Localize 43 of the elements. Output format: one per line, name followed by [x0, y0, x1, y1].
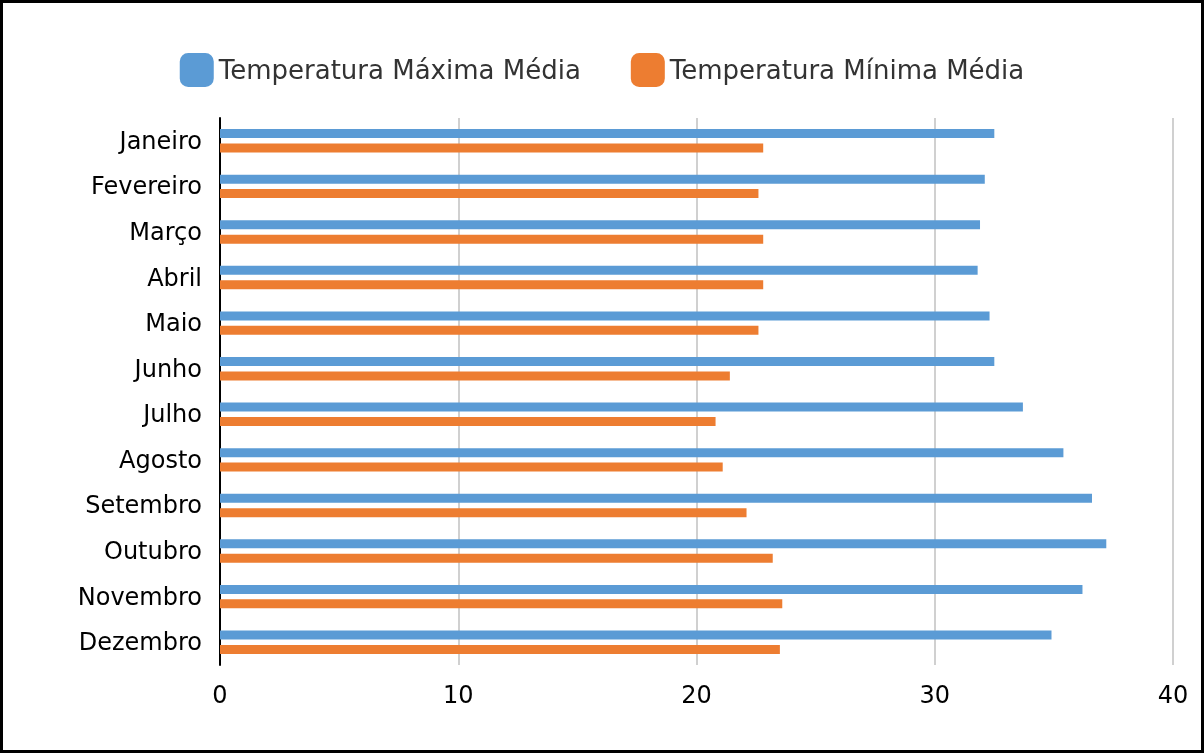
bar — [220, 462, 723, 472]
y-tick-label: Abril — [147, 263, 202, 292]
bar — [220, 644, 780, 654]
bar — [220, 311, 990, 321]
y-tick-label: Agosto — [119, 445, 202, 474]
bar — [220, 402, 1023, 412]
x-tick-label: 0 — [212, 681, 228, 709]
bar — [220, 357, 995, 367]
bar — [220, 174, 985, 184]
bar — [220, 416, 716, 426]
bar — [220, 265, 978, 275]
bar — [220, 448, 1064, 458]
x-tick-label: 40 — [1157, 681, 1189, 709]
bar — [220, 220, 981, 230]
legend-label: Temperatura Máxima Média — [217, 55, 581, 85]
y-tick-label: Maio — [145, 309, 202, 338]
x-tick-label: 30 — [919, 681, 951, 709]
bar — [220, 539, 1107, 549]
y-tick-label: Dezembro — [78, 628, 202, 657]
bar — [220, 143, 764, 153]
y-tick-label: Outubro — [104, 537, 202, 566]
y-tick-label: Novembro — [77, 582, 202, 611]
bar — [220, 493, 1092, 503]
x-tick-label: 20 — [681, 681, 712, 709]
bar — [220, 234, 764, 244]
y-tick-label: Março — [129, 217, 202, 246]
y-tick-label: Junho — [132, 354, 202, 383]
bar — [220, 630, 1052, 640]
bar — [220, 189, 759, 199]
y-tick-label: Fevereiro — [90, 172, 202, 201]
y-tick-label: Janeiro — [117, 126, 202, 155]
y-tick-label: Julho — [141, 400, 202, 429]
bar — [220, 508, 747, 518]
bar — [220, 325, 759, 335]
bar — [220, 280, 764, 290]
bar — [220, 129, 995, 139]
bar — [220, 584, 1083, 594]
y-tick-label: Setembro — [85, 491, 202, 520]
bar — [220, 599, 783, 609]
x-tick-label: 10 — [442, 681, 474, 709]
bar — [220, 553, 773, 563]
bar — [220, 371, 730, 381]
legend-label: Temperatura Mínima Média — [668, 55, 1025, 85]
